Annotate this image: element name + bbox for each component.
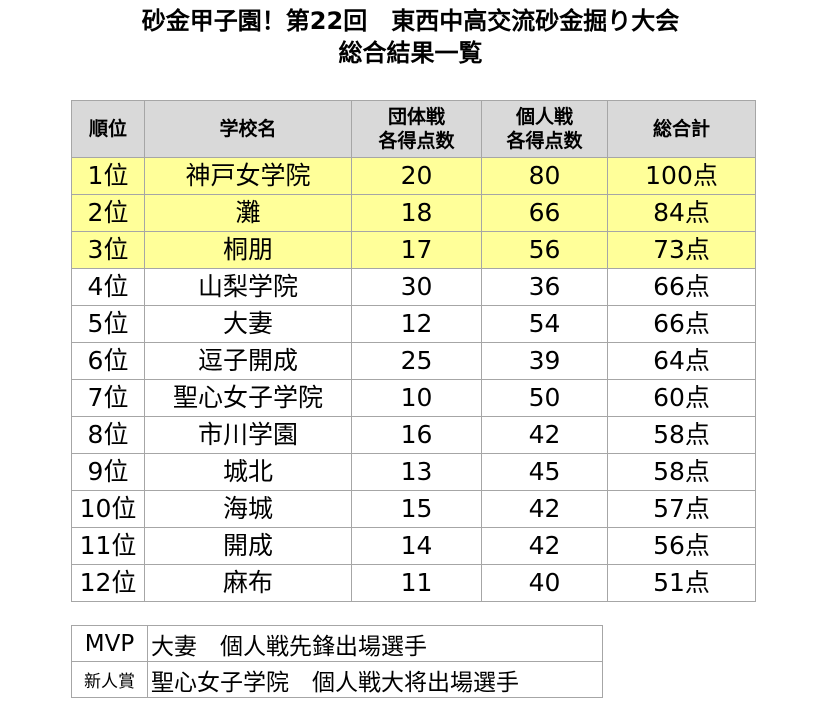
cell-school: 聖心女子学院 <box>144 379 352 417</box>
results-body: 1位 神戸女学院 20 80 100点 2位灘 18 66 84点 3位 桐朋 17 56 73点 4位 山梨… <box>71 157 756 602</box>
table-row: 8位 市川学園 16 42 58点 <box>71 416 756 454</box>
header-individual-score-line1: 個人戦 <box>515 106 573 128</box>
cell-individual-score: 42 <box>481 490 608 528</box>
cell-team-score: 17 <box>351 231 482 269</box>
header-total: 総合計 <box>607 100 756 158</box>
header-rank: 順位 <box>71 100 145 158</box>
award-text-mvp: 大妻 個人戦先鋒出場選手 <box>147 625 603 662</box>
cell-total: 56点 <box>607 527 756 565</box>
cell-individual-score: 42 <box>481 416 608 454</box>
cell-total: 58点 <box>607 416 756 454</box>
cell-rank: 6位 <box>71 342 145 380</box>
cell-rank: 1位 <box>71 157 145 195</box>
cell-team-score: 25 <box>351 342 482 380</box>
page-title: 砂金甲子園！第22回 東西中高交流砂金掘り大会 <box>141 7 680 35</box>
cell-rank: 5位 <box>71 305 145 343</box>
cell-total: 51点 <box>607 564 756 602</box>
cell-individual-score: 45 <box>481 453 608 491</box>
cell-total: 60点 <box>607 379 756 417</box>
cell-individual-score: 39 <box>481 342 608 380</box>
header-school: 学校名 <box>144 100 352 158</box>
cell-rank: 11位 <box>71 527 145 565</box>
cell-school: 麻布 <box>144 564 352 602</box>
cell-individual-score: 40 <box>481 564 608 602</box>
header-team-score-line2: 各得点数 <box>378 130 455 152</box>
table-row: 6位 逗子開成 25 39 64点 <box>71 342 756 380</box>
cell-total: 84点 <box>607 194 756 232</box>
cell-individual-score: 50 <box>481 379 608 417</box>
cell-individual-score: 54 <box>481 305 608 343</box>
award-text-rookie: 聖心女子学院 個人戦大将出場選手 <box>147 661 603 698</box>
cell-team-score: 12 <box>351 305 482 343</box>
cell-total: 66点 <box>607 305 756 343</box>
cell-rank: 9位 <box>71 453 145 491</box>
table-row: 1位 神戸女学院 20 80 100点 <box>71 157 756 195</box>
award-row-rookie: 新人賞 聖心女子学院 個人戦大将出場選手 <box>71 661 603 698</box>
table-row: 4位 山梨学院 30 36 66点 <box>71 268 756 306</box>
cell-team-score: 10 <box>351 379 482 417</box>
award-row-mvp: MVP 大妻 個人戦先鋒出場選手 <box>71 625 603 662</box>
header-team-score-line1: 団体戦 <box>387 106 445 128</box>
cell-individual-score: 42 <box>481 527 608 565</box>
cell-total: 100点 <box>607 157 756 195</box>
cell-team-score: 18 <box>351 194 482 232</box>
table-row: 7位 聖心女子学院 10 50 60点 <box>71 379 756 417</box>
cell-individual-score: 80 <box>481 157 608 195</box>
cell-rank: 8位 <box>71 416 145 454</box>
awards-table: MVP 大妻 個人戦先鋒出場選手 新人賞 聖心女子学院 個人戦大将出場選手 <box>71 625 603 698</box>
cell-school: 山梨学院 <box>144 268 352 306</box>
cell-school: 桐朋 <box>144 231 352 269</box>
cell-individual-score: 66 <box>481 194 608 232</box>
cell-school: 神戸女学院 <box>144 157 352 195</box>
table-row: 11位 開成 14 42 56点 <box>71 527 756 565</box>
cell-individual-score: 36 <box>481 268 608 306</box>
cell-total: 66点 <box>607 268 756 306</box>
cell-team-score: 11 <box>351 564 482 602</box>
cell-rank: 10位 <box>71 490 145 528</box>
page-subtitle: 総合結果一覧 <box>338 39 483 67</box>
table-row: 12位 麻布 11 40 51点 <box>71 564 756 602</box>
cell-school: 海城 <box>144 490 352 528</box>
table-row: 2位灘 18 66 84点 <box>71 194 756 232</box>
table-row: 9位 城北 13 45 58点 <box>71 453 756 491</box>
results-header-row: 順位 学校名 団体戦 各得点数 個人戦 各得点数 総合計 <box>71 100 756 158</box>
cell-rank: 7位 <box>71 379 145 417</box>
cell-school: 市川学園 <box>144 416 352 454</box>
cell-rank: 3位 <box>71 231 145 269</box>
cell-rank: 2位 <box>71 194 145 232</box>
table-row: 3位 桐朋 17 56 73点 <box>71 231 756 269</box>
cell-team-score: 20 <box>351 157 482 195</box>
cell-school: 開成 <box>144 527 352 565</box>
results-table: 順位 学校名 団体戦 各得点数 個人戦 各得点数 総合計 1位 神戸女学院 20 80… <box>71 100 756 602</box>
cell-team-score: 13 <box>351 453 482 491</box>
cell-total: 73点 <box>607 231 756 269</box>
table-row: 5位 大妻 12 54 66点 <box>71 305 756 343</box>
cell-school: 大妻 <box>144 305 352 343</box>
cell-rank: 4位 <box>71 268 145 306</box>
cell-school: 逗子開成 <box>144 342 352 380</box>
cell-school: 城北 <box>144 453 352 491</box>
award-label-mvp: MVP <box>71 625 148 662</box>
cell-team-score: 15 <box>351 490 482 528</box>
header-individual-score-line2: 各得点数 <box>506 130 583 152</box>
cell-team-score: 14 <box>351 527 482 565</box>
cell-school: 灘 <box>144 194 352 232</box>
cell-individual-score: 56 <box>481 231 608 269</box>
cell-rank: 12位 <box>71 564 145 602</box>
cell-team-score: 16 <box>351 416 482 454</box>
header-team-score: 団体戦 各得点数 <box>351 100 482 158</box>
cell-total: 58点 <box>607 453 756 491</box>
table-row: 10位 海城 15 42 57点 <box>71 490 756 528</box>
cell-team-score: 30 <box>351 268 482 306</box>
header-individual-score: 個人戦 各得点数 <box>481 100 608 158</box>
cell-total: 64点 <box>607 342 756 380</box>
cell-total: 57点 <box>607 490 756 528</box>
award-label-rookie: 新人賞 <box>71 661 148 698</box>
